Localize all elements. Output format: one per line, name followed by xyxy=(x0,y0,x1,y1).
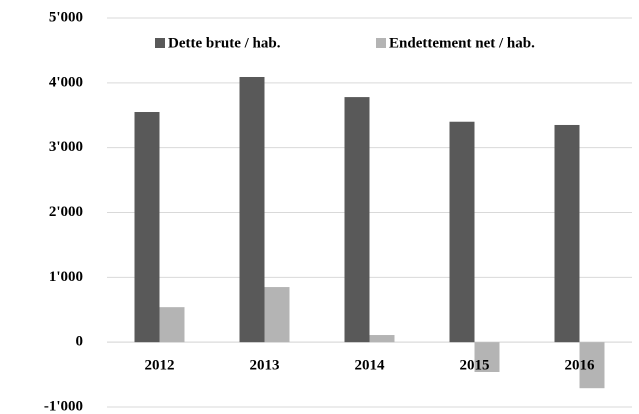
y-tick-label: 0 xyxy=(76,334,84,350)
x-tick-label: 2016 xyxy=(565,358,596,374)
bar xyxy=(449,121,475,343)
legend-swatch xyxy=(155,38,165,48)
bar xyxy=(554,124,580,343)
legend-swatch xyxy=(376,38,386,48)
bar xyxy=(159,307,185,343)
y-tick-label: 3'000 xyxy=(49,139,83,155)
legend-label: Endettement net / hab. xyxy=(389,35,535,51)
bar xyxy=(239,76,265,343)
bar xyxy=(264,287,290,343)
y-tick-label: 4'000 xyxy=(49,74,83,90)
x-tick-label: 2014 xyxy=(355,358,386,374)
bar xyxy=(369,335,395,343)
y-tick-label: 1'000 xyxy=(49,269,83,285)
x-tick-label: 2015 xyxy=(460,358,490,374)
x-tick-label: 2012 xyxy=(145,358,175,374)
x-tick-label: 2013 xyxy=(250,358,280,374)
bar xyxy=(579,342,605,389)
y-tick-label: 5'000 xyxy=(49,9,83,25)
legend-label: Dette brute / hab. xyxy=(168,35,281,51)
y-tick-label: 2'000 xyxy=(49,204,83,220)
y-tick-label: -1'000 xyxy=(44,398,83,414)
bar xyxy=(474,342,500,372)
bar xyxy=(344,97,370,343)
bar xyxy=(134,112,160,343)
